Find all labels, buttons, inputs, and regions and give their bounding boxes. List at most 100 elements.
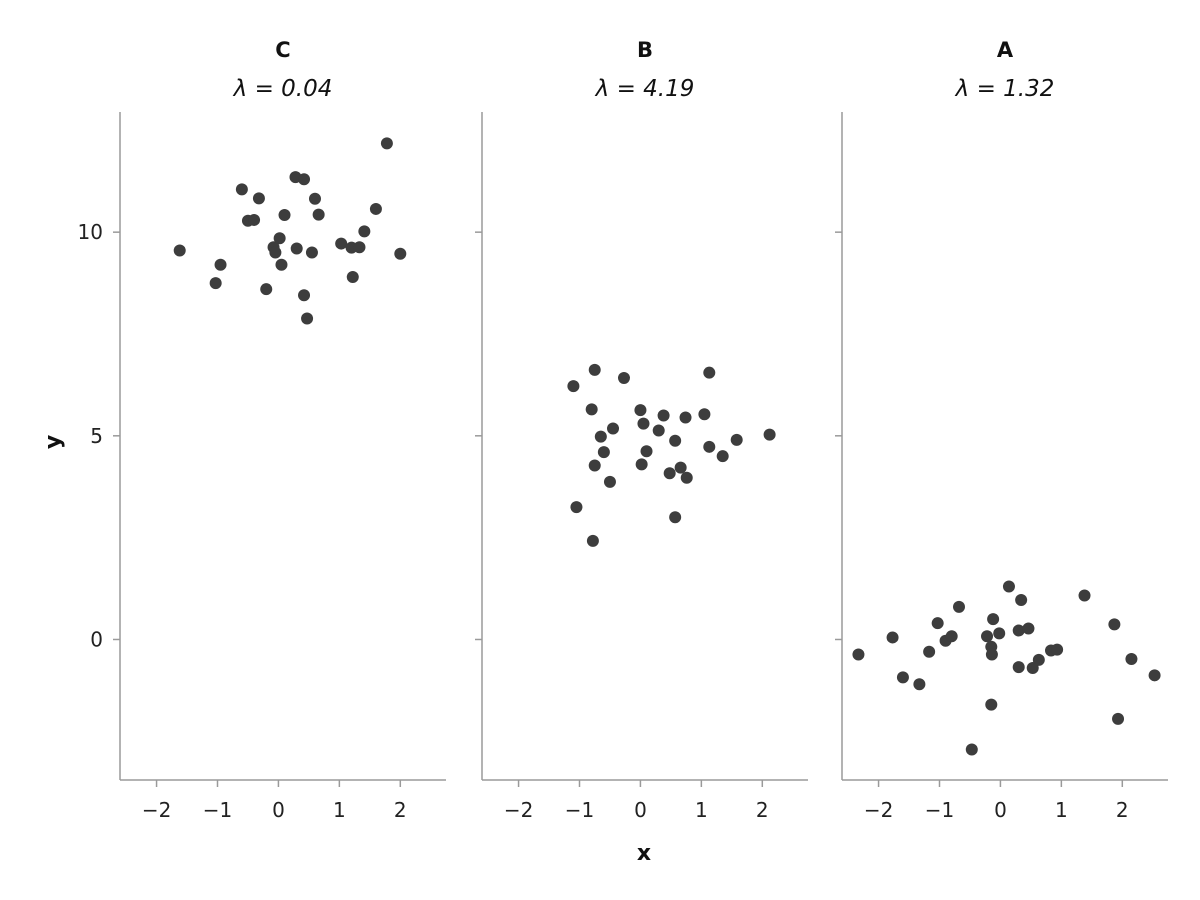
data-point bbox=[1002, 580, 1015, 593]
data-point bbox=[657, 409, 670, 422]
x-tick-label: −1 bbox=[925, 798, 954, 822]
x-tick-label: 1 bbox=[333, 798, 346, 822]
data-point bbox=[275, 258, 288, 271]
data-point bbox=[703, 440, 716, 453]
data-point bbox=[235, 183, 248, 196]
data-point bbox=[985, 698, 998, 711]
data-point bbox=[278, 209, 291, 222]
data-point bbox=[586, 534, 599, 547]
x-tick-label: −1 bbox=[565, 798, 594, 822]
data-point bbox=[380, 137, 393, 150]
data-point bbox=[1125, 653, 1138, 666]
data-point bbox=[634, 404, 647, 417]
data-point bbox=[1108, 618, 1121, 631]
y-tick-label: 10 bbox=[78, 220, 103, 244]
data-point bbox=[312, 208, 325, 221]
data-point bbox=[290, 242, 303, 255]
data-point bbox=[1022, 622, 1035, 635]
data-point bbox=[680, 471, 693, 484]
data-point bbox=[358, 225, 371, 238]
data-point bbox=[597, 446, 610, 459]
data-point bbox=[1012, 624, 1025, 637]
data-point bbox=[1078, 589, 1091, 602]
data-point bbox=[617, 371, 630, 384]
data-point bbox=[173, 244, 186, 257]
data-point bbox=[607, 422, 620, 435]
data-point bbox=[353, 241, 366, 254]
data-point bbox=[603, 475, 616, 488]
data-point bbox=[369, 202, 382, 215]
data-point bbox=[703, 366, 716, 379]
data-point bbox=[588, 459, 601, 472]
data-point bbox=[273, 232, 286, 245]
data-point bbox=[716, 450, 729, 463]
x-tick-label: 2 bbox=[756, 798, 769, 822]
data-point bbox=[913, 678, 926, 691]
data-point bbox=[269, 246, 282, 259]
data-point bbox=[640, 445, 653, 458]
data-point bbox=[298, 173, 311, 186]
panel-title: C bbox=[275, 38, 290, 62]
data-point bbox=[335, 237, 348, 250]
data-point bbox=[252, 192, 265, 205]
data-point bbox=[896, 671, 909, 684]
panel-subtitle: λ = 0.04 bbox=[232, 76, 333, 102]
data-point bbox=[669, 434, 682, 447]
data-point bbox=[637, 417, 650, 430]
data-point bbox=[663, 467, 676, 480]
panel-c: Cλ = 0.04 −2 −1 0 1 2 0 5 10 bbox=[78, 38, 446, 822]
x-tick-label: 0 bbox=[272, 798, 285, 822]
data-point bbox=[394, 247, 407, 260]
y-tick-label: 5 bbox=[90, 424, 103, 448]
x-tick-label: −2 bbox=[504, 798, 533, 822]
panel-subtitle: λ = 4.19 bbox=[594, 76, 695, 102]
x-tick-label: 2 bbox=[1116, 798, 1129, 822]
x-axis-label: x bbox=[637, 841, 651, 866]
data-point bbox=[298, 289, 311, 302]
data-point bbox=[301, 312, 314, 325]
data-point bbox=[652, 424, 665, 437]
data-point bbox=[763, 428, 776, 441]
x-tick-label: −1 bbox=[203, 798, 232, 822]
data-point bbox=[570, 501, 583, 514]
x-tick-label: −2 bbox=[142, 798, 171, 822]
data-point bbox=[594, 430, 607, 443]
panel-title: B bbox=[637, 38, 653, 62]
x-tick-label: 2 bbox=[394, 798, 407, 822]
y-tick-label: 0 bbox=[90, 627, 103, 651]
data-point bbox=[1051, 643, 1064, 656]
data-point bbox=[952, 600, 965, 613]
data-point bbox=[1032, 653, 1045, 666]
data-point bbox=[987, 613, 1000, 626]
x-tick-label: 0 bbox=[634, 798, 647, 822]
data-point bbox=[248, 213, 261, 226]
data-point bbox=[1112, 712, 1125, 725]
y-axis-label: y bbox=[41, 435, 66, 449]
data-point bbox=[945, 630, 958, 643]
data-point bbox=[931, 617, 944, 630]
data-point bbox=[674, 461, 687, 474]
data-point bbox=[209, 277, 222, 290]
data-point bbox=[1015, 593, 1028, 606]
x-tick-label: 1 bbox=[695, 798, 708, 822]
data-point bbox=[965, 743, 978, 756]
data-point bbox=[1026, 661, 1039, 674]
data-point bbox=[993, 627, 1006, 640]
data-point bbox=[308, 192, 321, 205]
data-point bbox=[585, 403, 598, 416]
data-point bbox=[305, 246, 318, 259]
data-point bbox=[730, 433, 743, 446]
data-point bbox=[679, 411, 692, 424]
data-point bbox=[1148, 669, 1161, 682]
data-point bbox=[567, 380, 580, 393]
data-point bbox=[985, 648, 998, 661]
panel-subtitle: λ = 1.32 bbox=[954, 76, 1055, 102]
panel-a: Aλ = 1.32 −2 −1 0 1 2 bbox=[835, 38, 1168, 822]
x-tick-label: 0 bbox=[994, 798, 1007, 822]
data-point bbox=[981, 630, 994, 643]
data-point bbox=[886, 631, 899, 644]
data-point bbox=[635, 458, 648, 471]
panel-b: Bλ = 4.19 −2 −1 0 1 2 bbox=[475, 38, 808, 822]
